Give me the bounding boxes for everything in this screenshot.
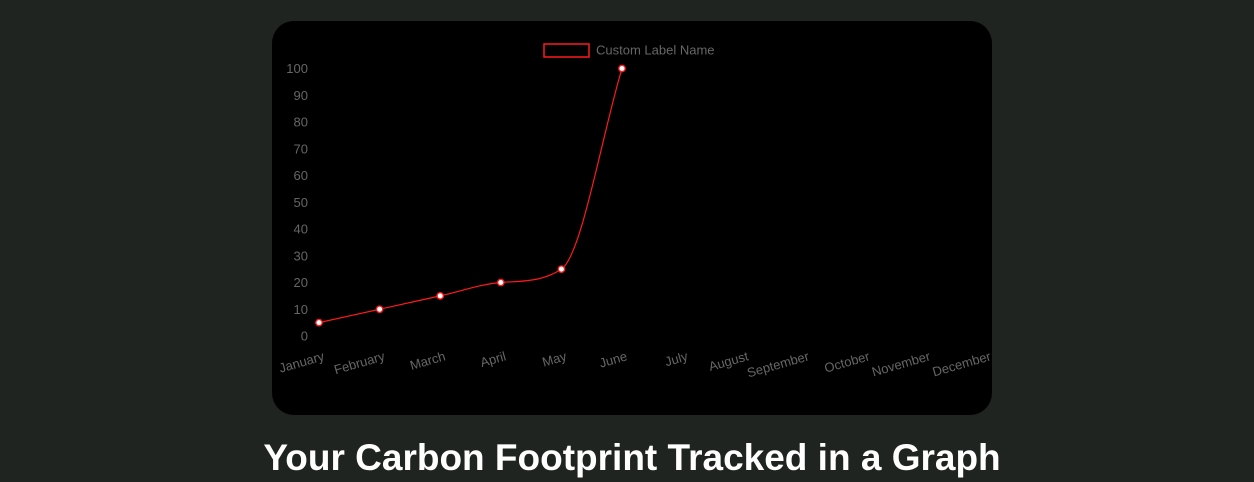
x-tick-label: March bbox=[408, 348, 447, 372]
y-tick-label: 60 bbox=[294, 168, 308, 183]
data-point[interactable] bbox=[315, 318, 323, 327]
x-tick-label: October bbox=[823, 348, 872, 375]
y-tick-label: 100 bbox=[286, 61, 308, 76]
y-tick-label: 0 bbox=[301, 329, 308, 344]
legend-label: Custom Label Name bbox=[596, 43, 715, 58]
data-point[interactable] bbox=[557, 265, 566, 274]
x-tick-label: December bbox=[931, 348, 992, 379]
x-tick-label: November bbox=[870, 348, 932, 379]
x-tick-label: May bbox=[540, 348, 568, 369]
y-axis: 0 10 20 30 40 50 60 70 80 90 100 bbox=[286, 61, 308, 344]
x-tick-label: September bbox=[745, 348, 811, 380]
x-tick-label: June bbox=[598, 348, 629, 370]
x-axis: January February March April May June July Augu… bbox=[277, 348, 992, 380]
x-tick-label: April bbox=[478, 348, 507, 370]
series-line bbox=[318, 68, 623, 324]
page-heading: Your Carbon Footprint Tracked in a Graph bbox=[263, 437, 1001, 478]
series-group bbox=[315, 64, 626, 327]
y-tick-label: 70 bbox=[294, 141, 308, 156]
legend-swatch bbox=[543, 43, 590, 58]
y-tick-label: 20 bbox=[294, 275, 308, 290]
data-point[interactable] bbox=[375, 305, 384, 314]
line-chart: Custom Label Name 0 10 20 30 40 50 60 70 80 90 100… bbox=[277, 43, 992, 381]
data-point[interactable] bbox=[496, 278, 505, 287]
data-point[interactable] bbox=[618, 64, 626, 73]
data-point[interactable] bbox=[436, 291, 445, 300]
x-tick-label: February bbox=[332, 348, 387, 377]
chart-legend[interactable]: Custom Label Name bbox=[543, 43, 715, 58]
y-tick-label: 50 bbox=[294, 195, 308, 210]
y-tick-label: 40 bbox=[294, 222, 308, 237]
y-tick-label: 10 bbox=[294, 302, 308, 317]
x-tick-label: August bbox=[707, 348, 750, 374]
y-tick-label: 80 bbox=[294, 115, 308, 130]
x-tick-label: July bbox=[663, 348, 690, 369]
y-tick-label: 30 bbox=[294, 248, 308, 263]
x-tick-label: January bbox=[277, 348, 326, 375]
y-tick-label: 90 bbox=[294, 88, 308, 103]
chart-card: Custom Label Name 0 10 20 30 40 50 60 70 80 90 100… bbox=[272, 21, 992, 415]
